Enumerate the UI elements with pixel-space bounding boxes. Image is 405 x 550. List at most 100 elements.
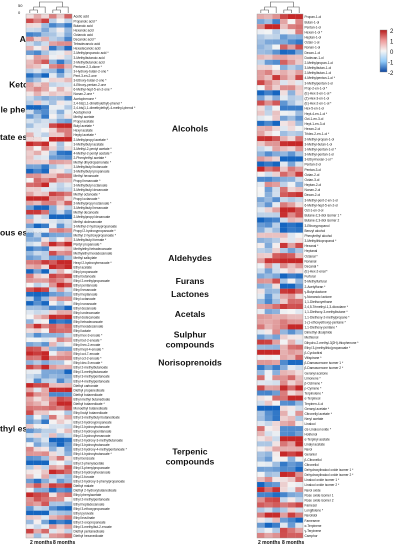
heatmap-cell <box>64 191 73 197</box>
heatmap-cell <box>56 23 65 28</box>
heatmap-cell <box>49 127 57 133</box>
heatmap-cell <box>257 120 265 126</box>
heatmap-cell <box>272 136 281 142</box>
heatmap-cell <box>41 68 50 74</box>
heatmap-cell <box>64 487 73 493</box>
heatmap-cell <box>56 305 65 311</box>
heatmap-cell <box>33 405 42 411</box>
heatmap-cell <box>33 127 42 133</box>
heatmap-cell <box>26 73 34 78</box>
heatmap-cell <box>295 268 304 274</box>
heatmap-cell <box>295 329 304 335</box>
heatmap-cell <box>280 405 288 411</box>
heatmap-cell <box>26 269 34 274</box>
heatmap-cells-left <box>25 13 73 539</box>
heatmap-cell <box>295 522 304 528</box>
heatmap-cell <box>41 346 50 352</box>
heatmap-cell <box>257 227 265 233</box>
heatmap-cell <box>64 237 73 242</box>
heatmap-cell <box>64 328 73 334</box>
heatmap-cell <box>56 86 65 92</box>
compound-label: α-Terpineol <box>305 397 321 401</box>
heatmap-cell <box>64 474 73 479</box>
heatmap-cell <box>49 310 57 315</box>
heatmap-cell <box>41 86 50 92</box>
heatmap-cell <box>280 309 288 315</box>
heatmap-cell <box>64 232 73 238</box>
compound-label: 4-Methylpentan-1-ol * <box>305 76 336 80</box>
heatmap-cell <box>64 337 73 343</box>
heatmap-cell <box>64 469 73 475</box>
heatmap-cell <box>49 250 57 256</box>
heatmap-cell <box>26 287 34 292</box>
heatmap-cell <box>26 524 34 529</box>
heatmap-cell <box>287 242 296 249</box>
heatmap-cell <box>295 100 304 106</box>
heatmap-cell <box>26 246 34 251</box>
heatmap-cell <box>257 441 265 447</box>
heatmap-cell <box>257 212 265 218</box>
heatmap-cell <box>33 105 42 110</box>
heatmap-cell <box>280 100 288 106</box>
heatmap-cell <box>41 519 50 525</box>
heatmap-cell <box>26 45 34 51</box>
category-label: compounds <box>166 340 215 350</box>
heatmap-cell <box>257 487 265 493</box>
heatmap-cell <box>264 319 273 325</box>
compound-label: 3-Methylbutyl propanoate <box>74 170 110 174</box>
heatmap-cell <box>64 164 73 169</box>
heatmap-cell <box>272 507 281 513</box>
heatmap-cell <box>64 351 73 356</box>
heatmap-cell <box>56 59 65 65</box>
heatmap-cell <box>264 237 273 243</box>
heatmap-cell <box>257 24 265 30</box>
heatmap-cell <box>257 268 265 274</box>
heatmap-cell <box>264 141 273 147</box>
compound-label: Ethyl 2-methylpropanoate <box>74 279 111 283</box>
heatmap-cell <box>295 125 304 132</box>
heatmap-cell <box>33 323 42 329</box>
heatmap-cell <box>26 465 34 470</box>
heatmap-cell <box>49 273 57 279</box>
heatmap-cell <box>280 461 288 467</box>
heatmap-cell <box>264 522 273 528</box>
compound-label: Ethyl 3-hydroxybutanoate <box>74 443 110 447</box>
heatmap-cell <box>257 293 265 299</box>
heatmap-cell <box>257 131 265 137</box>
heatmap-cell <box>264 263 273 269</box>
dendrogram-scale-top-left: 50 <box>18 3 23 8</box>
heatmap-cell <box>295 532 304 539</box>
heatmap-cell <box>295 288 304 294</box>
heatmap-cell <box>64 419 73 425</box>
heatmap-cell <box>49 27 57 33</box>
compound-label: Ethyl butanoate <box>74 274 96 278</box>
heatmap-cell <box>272 451 281 457</box>
compound-label: 3-Methylbutyl decanoate <box>74 188 109 192</box>
heatmap-cell <box>257 420 265 427</box>
heatmap-cell <box>64 478 73 484</box>
heatmap-cell <box>287 420 296 427</box>
heatmap-cell <box>272 415 281 422</box>
heatmap-cell <box>49 132 57 138</box>
x-group-label-8-months-right: 8 months <box>282 540 304 546</box>
heatmap-cell <box>49 465 57 470</box>
heatmap-cell <box>272 59 281 65</box>
heatmap-cell <box>280 131 288 137</box>
heatmap-cell <box>280 110 288 116</box>
compound-label: Methionol <box>305 336 319 340</box>
heatmap-cell <box>56 150 65 156</box>
heatmap-cell <box>280 288 288 294</box>
heatmap-cell <box>272 512 281 518</box>
heatmap-cell <box>64 282 73 288</box>
heatmap-cell <box>295 120 304 126</box>
heatmap-cell <box>26 36 34 42</box>
heatmap-cell <box>56 510 65 516</box>
heatmap-cell <box>272 461 281 467</box>
heatmap-cell <box>41 205 50 210</box>
heatmap-cell <box>56 428 65 434</box>
heatmap-cell <box>26 114 34 119</box>
heatmap-cell <box>49 168 57 174</box>
heatmap-cell <box>33 223 42 229</box>
heatmap-cell <box>56 424 65 429</box>
compound-label: 4-Ethoxy-pentan-2-one <box>74 83 107 87</box>
